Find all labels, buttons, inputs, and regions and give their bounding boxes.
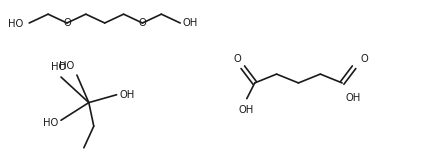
Text: HO: HO — [9, 19, 23, 29]
Text: HO: HO — [43, 118, 58, 128]
Text: OH: OH — [120, 90, 135, 100]
Text: O: O — [234, 54, 242, 64]
Text: OH: OH — [238, 105, 253, 114]
Text: OH: OH — [182, 18, 198, 28]
Text: HO: HO — [59, 61, 74, 71]
Text: O: O — [360, 54, 368, 64]
Text: HO: HO — [52, 62, 66, 72]
Text: O: O — [138, 18, 147, 28]
Text: O: O — [63, 18, 71, 28]
Text: OH: OH — [345, 93, 360, 103]
